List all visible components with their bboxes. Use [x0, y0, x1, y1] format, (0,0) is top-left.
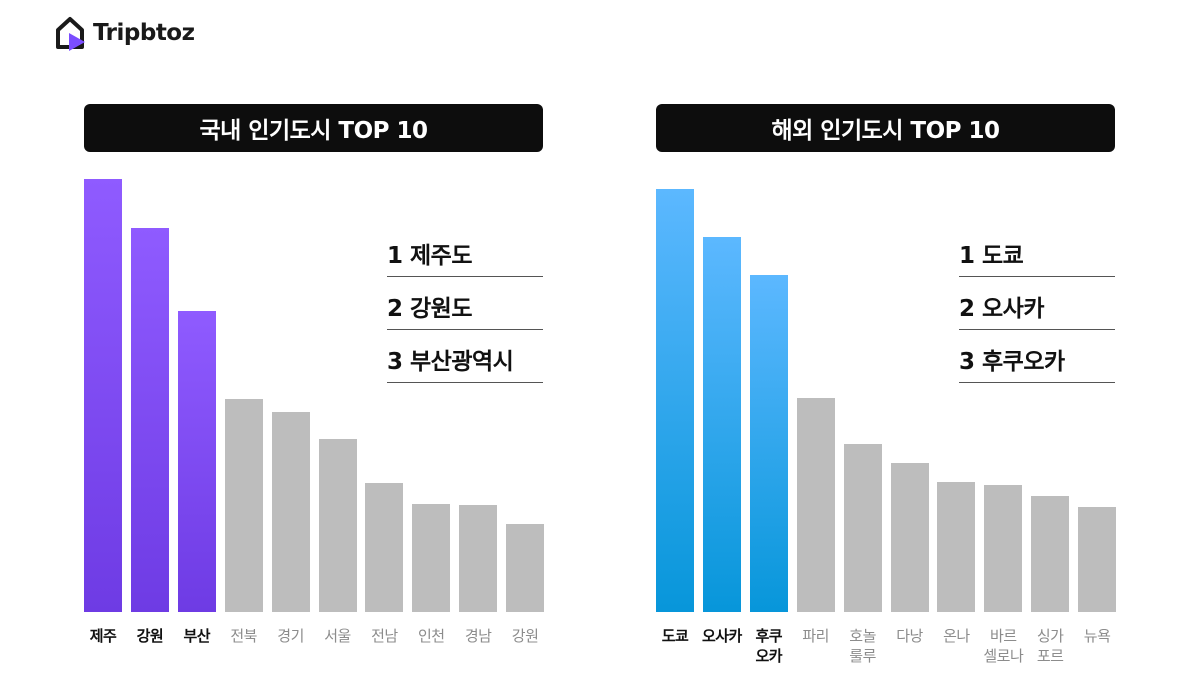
overseas-chart-title: 해외 인기도시 TOP 10	[656, 104, 1115, 152]
domestic-rank-1: 1 제주도	[387, 226, 543, 277]
overseas-tick-label-8: 바르 셀로나	[983, 627, 1024, 665]
domestic-tick-label-5: 경기	[277, 627, 304, 645]
domestic-bar-4	[224, 399, 263, 612]
domestic-bar-10	[506, 523, 545, 612]
domestic-tick-label-4: 전북	[230, 627, 257, 645]
domestic-tick-label-8: 인천	[417, 627, 445, 645]
overseas-tick-label-7: 온나	[943, 627, 970, 645]
overseas-tick-label-1: 도쿄	[661, 627, 689, 645]
overseas-bar-9	[1031, 495, 1070, 612]
overseas-tick-label-3: 후쿠 오카	[755, 627, 783, 665]
domestic-bar-9	[459, 505, 498, 612]
domestic-tick-label-3: 부산	[183, 627, 211, 645]
overseas-tick-label-10: 뉴욕	[1083, 627, 1111, 645]
domestic-chart-title: 국내 인기도시 TOP 10	[84, 104, 543, 152]
domestic-bar-6	[318, 438, 357, 612]
tripbtoz-logo-icon	[56, 17, 85, 51]
overseas-rank-1: 1 도쿄	[959, 226, 1115, 277]
domestic-tick-label-10: 강원	[511, 627, 539, 645]
overseas-bar-3	[749, 275, 788, 612]
overseas-bar-10	[1078, 506, 1117, 612]
overseas-bar-2	[702, 237, 741, 612]
domestic-rank-2: 2 강원도	[387, 279, 543, 330]
overseas-bar-7	[937, 481, 976, 612]
overseas-bar-5	[843, 443, 882, 612]
overseas-tick-label-6: 다낭	[896, 627, 923, 645]
overseas-rank-2: 2 오사카	[959, 279, 1115, 330]
domestic-bar-1	[84, 179, 122, 612]
domestic-bar-5	[271, 411, 310, 612]
domestic-tick-label-6: 서울	[324, 627, 351, 645]
domestic-tick-label-1: 제주	[89, 627, 117, 645]
brand-logo: Tripbtoz	[55, 14, 195, 52]
domestic-tick-label-2: 강원	[136, 627, 164, 645]
domestic-bar-7	[365, 482, 404, 612]
overseas-bar-4	[796, 397, 835, 612]
overseas-tick-label-2: 오사카	[701, 627, 742, 645]
domestic-tick-label-7: 전남	[371, 627, 398, 645]
overseas-bar-1	[656, 189, 694, 612]
overseas-rank-3: 3 후쿠오카	[959, 332, 1115, 383]
domestic-bar-3	[177, 311, 216, 612]
domestic-rank-3: 3 부산광역시	[387, 332, 543, 383]
overseas-bar-8	[984, 484, 1023, 612]
domestic-bar-2	[130, 227, 169, 612]
domestic-chart-panel: 국내 인기도시 TOP 10 1 제주도 2 강원도 3 부산광역시 제주 강원 부산 전…	[84, 104, 545, 645]
overseas-tick-label-5: 호놀 룰루	[849, 627, 876, 665]
overseas-tick-label-9: 싱가 포르	[1036, 627, 1064, 665]
overseas-bar-6	[890, 462, 929, 612]
domestic-bar-8	[412, 503, 451, 612]
brand-name: Tripbtoz	[93, 20, 195, 46]
domestic-tick-label-9: 경남	[464, 627, 492, 645]
overseas-tick-label-4: 파리	[802, 627, 829, 645]
